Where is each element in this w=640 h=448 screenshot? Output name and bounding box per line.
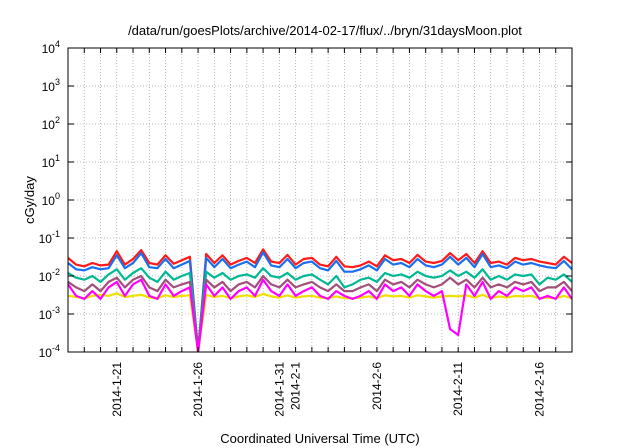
y-tick-label: 10-1 (39, 229, 60, 246)
grid (68, 48, 572, 352)
x-tick-label: 2014-2-6 (370, 362, 384, 410)
y-tick-label: 100 (42, 191, 60, 208)
y-tick-label: 10-4 (39, 343, 60, 360)
series-line-magenta (68, 278, 572, 352)
series-line-teal (68, 267, 572, 352)
x-axis-label: Coordinated Universal Time (UTC) (220, 431, 419, 446)
x-tick-label: 2014-2-1 (289, 362, 303, 410)
y-tick-label: 10-2 (39, 267, 60, 284)
y-tick-label: 102 (42, 115, 60, 132)
y-tick-label: 103 (42, 77, 60, 94)
x-tick-label: 2014-2-11 (451, 362, 465, 416)
x-tick-label: 2014-1-26 (191, 362, 205, 417)
y-tick-label: 10-3 (39, 305, 60, 322)
chart-title: /data/run/goesPlots/archive/2014-02-17/f… (128, 23, 522, 38)
x-tick-label: 2014-1-31 (272, 362, 286, 417)
x-tick-label: 2014-2-16 (532, 362, 546, 417)
y-tick-label: 104 (42, 39, 60, 56)
y-tick-label: 101 (42, 153, 60, 170)
series-line-brown (68, 274, 572, 352)
ticks: 104 103 102 101 100 10-1 10-2 10-3 10-4 2014-1-21… (39, 39, 572, 417)
series-group (68, 248, 572, 352)
series-line-yellow (68, 292, 572, 352)
series-line-red (68, 248, 572, 352)
series-line-blue (68, 251, 572, 352)
x-tick-label: 2014-1-21 (110, 362, 124, 417)
y-axis-label: cGy/day (22, 176, 37, 224)
